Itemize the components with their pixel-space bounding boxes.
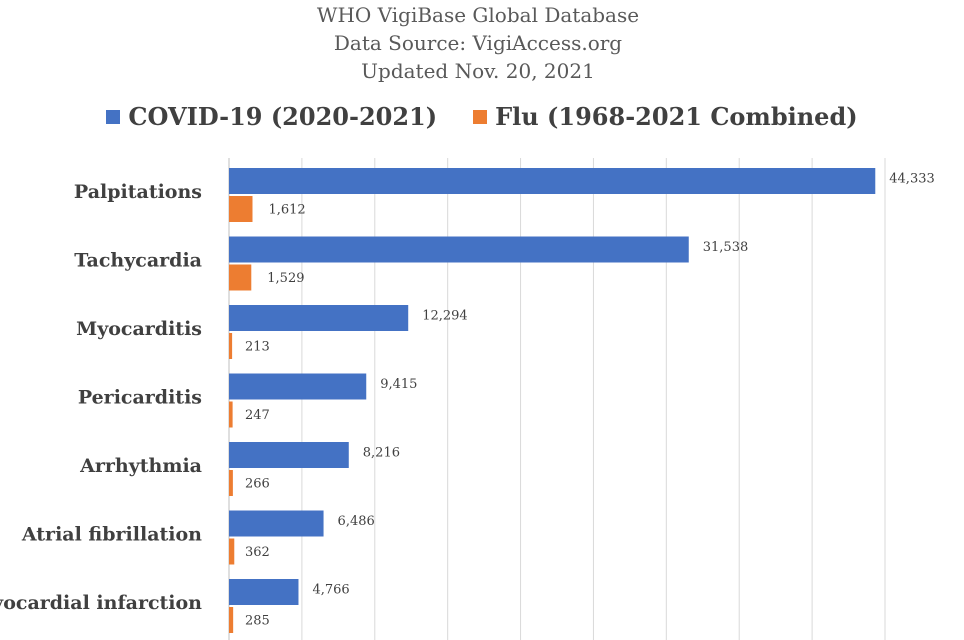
legend-label-flu: Flu (1968-2021 Combined) [495,102,858,131]
category-label: Tachycardia [74,250,202,272]
bar-flu [229,196,253,222]
bar-covid [229,373,367,400]
bar-flu [229,333,233,359]
data-label-flu: 247 [245,408,270,423]
data-label-covid: 12,294 [422,309,468,324]
category-label: Pericarditis [78,387,202,409]
category-label: Myocarditis [76,318,202,340]
bar-flu [229,470,233,496]
category-label: Palpitations [74,181,202,203]
legend-swatch-flu [473,109,488,124]
category-label: Myocardial infarction [0,592,202,614]
chart-title-line-2: Data Source: VigiAccess.org [333,31,623,55]
data-label-flu: 285 [245,614,270,629]
bar-flu [229,538,235,565]
chart-title-line-3: Updated Nov. 20, 2021 [361,59,595,83]
data-label-flu: 362 [245,545,270,560]
data-label-covid: 6,486 [338,514,375,529]
data-label-covid: 44,333 [889,172,935,187]
legend-item-flu: Flu (1968-2021 Combined) [473,102,858,131]
data-label-covid: 9,415 [380,377,417,392]
bar-covid [229,168,876,194]
bar-flu [229,401,233,428]
bar-flu [229,264,252,291]
bar-covid [229,442,349,468]
data-label-covid: 4,766 [312,583,349,598]
legend-swatch-covid [106,109,121,124]
data-label-flu: 213 [245,340,270,355]
data-label-flu: 266 [245,477,270,492]
legend-item-covid: COVID-19 (2020-2021) [106,102,437,131]
chart-legend: COVID-19 (2020-2021) Flu (1968-2021 Comb… [0,102,964,131]
bar-covid [229,236,689,263]
bar-covid [229,305,409,331]
data-label-covid: 31,538 [703,240,749,255]
category-label: Atrial fibrillation [21,524,202,546]
legend-label-covid: COVID-19 (2020-2021) [128,102,438,131]
data-label-covid: 8,216 [363,446,400,461]
data-label-flu: 1,529 [267,271,304,286]
bar-covid [229,510,324,537]
bar-covid [229,579,299,605]
data-label-flu: 1,612 [268,203,305,218]
bar-flu [229,607,234,633]
chart-title-line-1: WHO VigiBase Global Database [316,3,640,27]
category-label: Arrhythmia [79,455,202,477]
